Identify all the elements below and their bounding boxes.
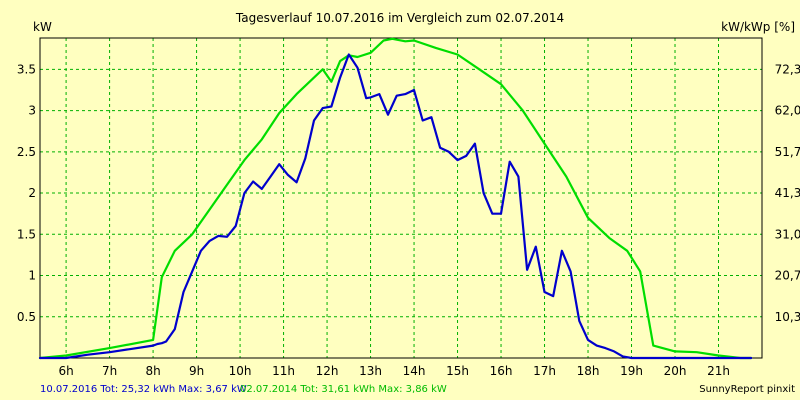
x-tick-label: 7h [102,364,117,378]
series [38,37,753,360]
footer-series-2-summary: 02.07.2014 Tot: 31,61 kWh Max: 3,86 kW [240,384,447,395]
y-tick-label-left: 3.5 [17,62,36,76]
y-tick-label-right: 31,0 [775,227,800,241]
y-tick-label-right: 62,0 [775,104,800,118]
y-tick-label-right: 51,7 [775,145,800,159]
y-tick-label-left: 0.5 [17,310,36,324]
x-tick-label: 11h [272,364,295,378]
series-line-2016 [38,53,753,360]
chart-title: Tagesverlauf 10.07.2016 im Vergleich zum… [235,11,564,25]
y-tick-label-right: 72,3 [775,62,800,76]
x-tick-label: 21h [707,364,730,378]
y-axis-right-label: kW/kWp [%] [721,20,795,34]
x-tick-label: 16h [490,364,513,378]
y-tick-label-right: 10,3 [775,310,800,324]
y-tick-label-left: 3 [28,104,36,118]
x-tick-label: 8h [145,364,160,378]
x-tick-label: 18h [577,364,600,378]
series-line-2014 [38,37,753,360]
x-tick-label: 15h [446,364,469,378]
y-axis-left-label: kW [33,20,52,34]
x-tick-label: 13h [359,364,382,378]
y-tick-label-left: 1.5 [17,227,36,241]
x-tick-label: 14h [403,364,426,378]
y-tick-label-left: 2.5 [17,145,36,159]
x-tick-label: 17h [533,364,556,378]
plot-frame [39,37,763,359]
x-tick-label: 19h [620,364,643,378]
x-tick-label: 9h [189,364,204,378]
footer-series-1-summary: 10.07.2016 Tot: 25,32 kWh Max: 3,67 kW [40,384,247,395]
y-tick-label-left: 2 [28,186,36,200]
y-tick-label-right: 20,7 [775,269,800,283]
x-tick-label: 6h [58,364,73,378]
grid [40,38,762,358]
y-tick-label-right: 41,3 [775,186,800,200]
x-tick-label: 10h [229,364,252,378]
x-tick-label: 12h [316,364,339,378]
axis-ticks: 6h 7h 8h 9h 10h 11h 12h 13h 14h 15h 16h 17h 18h 19h 20… [17,62,800,378]
y-tick-label-left: 1 [28,269,36,283]
x-tick-label: 20h [664,364,687,378]
footer-credit: SunnyReport pinxit [699,384,795,395]
